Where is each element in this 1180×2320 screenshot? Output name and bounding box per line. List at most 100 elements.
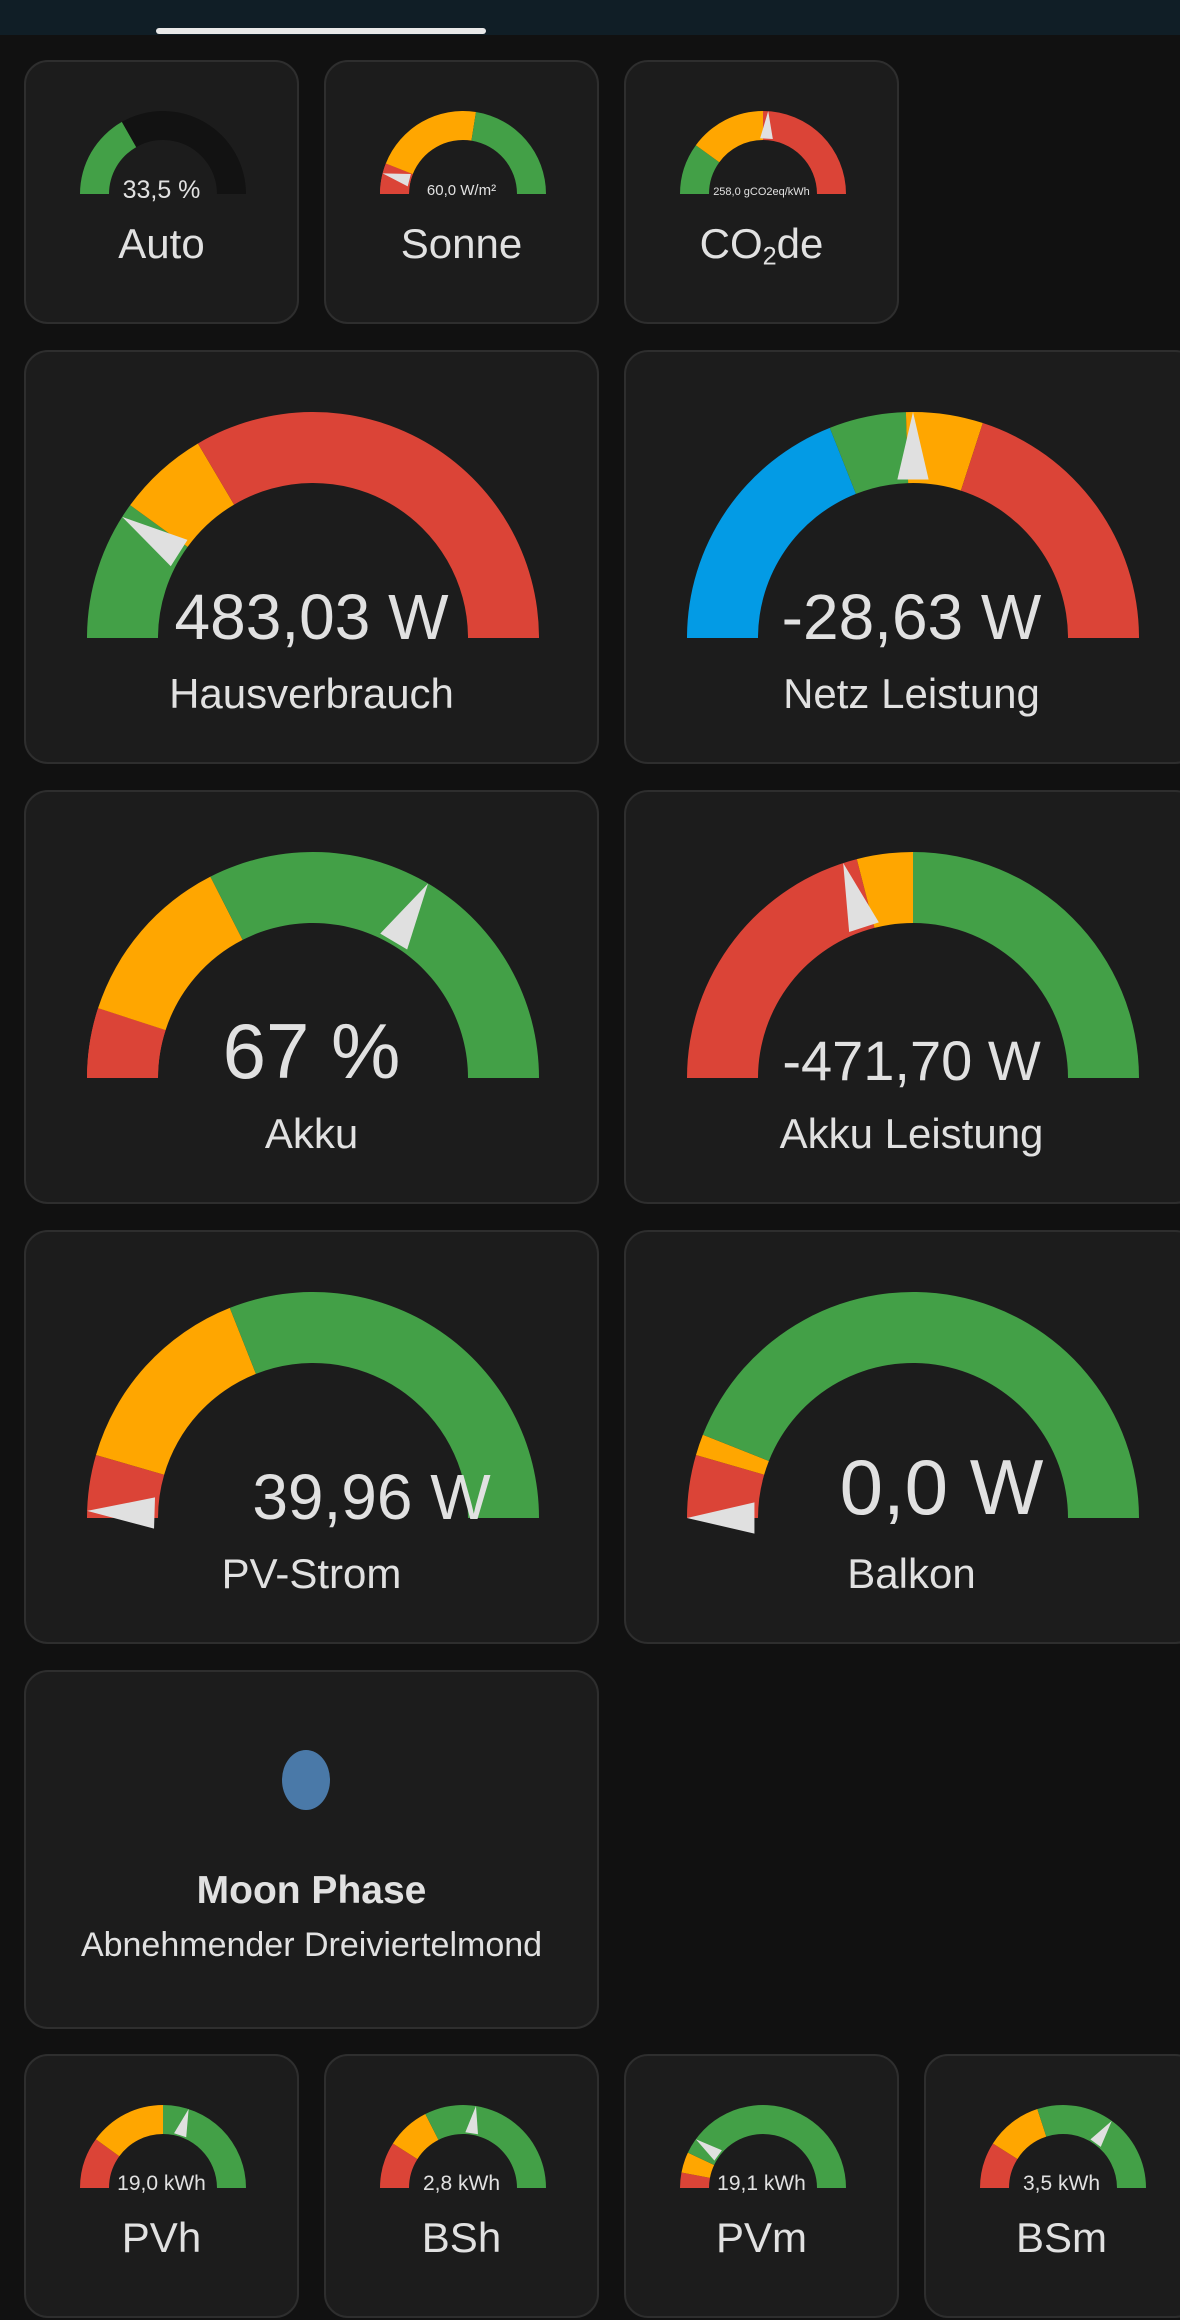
gauge-akku-svg <box>87 852 540 1078</box>
gauge-name: Auto <box>118 220 205 267</box>
gauge-sonne-svg <box>380 111 546 194</box>
gauge-name: CO2de <box>626 220 897 271</box>
gauge-segment <box>680 145 720 194</box>
gauge-pv-strom-svg <box>87 1292 540 1529</box>
name-prefix: CO <box>699 220 763 267</box>
top-app-bar <box>0 0 1180 35</box>
gauge-segment <box>130 443 235 547</box>
gauge-needle <box>760 111 773 140</box>
moon-phase-card[interactable]: Moon Phase Abnehmender Dreiviertelmond <box>24 1670 599 2029</box>
gauge-segment <box>687 859 875 1078</box>
gauge-needle <box>174 2109 189 2138</box>
gauge-name: BSh <box>421 2214 502 2261</box>
gauge-pvm-svg <box>680 2105 846 2188</box>
gauge-segment <box>702 1292 1139 1518</box>
gauge-segment <box>687 427 856 638</box>
gauge-card-co2[interactable]: 258,0 gCO2eq/kWh CO2de <box>624 60 899 324</box>
gauge-segment <box>229 1292 540 1518</box>
gauge-value: -471,70 W <box>782 1029 1041 1092</box>
gauge-needle <box>843 863 879 933</box>
gauge-value: 19,1 kWh <box>717 2172 806 2195</box>
gauge-name: BSm <box>1015 2214 1107 2261</box>
gauge-card-netz-leistung[interactable]: -28,63 W Netz Leistung <box>624 350 1180 764</box>
gauge-segment <box>87 1008 166 1078</box>
moon-icon <box>282 1750 330 1810</box>
gauge-name: Netz Leistung <box>783 670 1040 717</box>
gauge-needle <box>87 1497 156 1529</box>
gauge-card-bsh[interactable]: 2,8 kWh BSh <box>324 2054 599 2318</box>
gauge-segment <box>980 2143 1018 2188</box>
gauge-card-balkon[interactable]: 0,0 W Balkon <box>624 1230 1180 1644</box>
gauge-needle <box>122 516 188 567</box>
gauge-co2-svg <box>680 111 846 194</box>
gauge-segment <box>913 852 1139 1078</box>
gauge-needle <box>687 1502 755 1534</box>
active-tab-indicator <box>156 28 486 34</box>
gauge-segment <box>80 2139 120 2188</box>
gauge-segment <box>121 111 246 194</box>
gauge-card-akku[interactable]: 67 % Akku <box>24 790 599 1204</box>
gauge-value: 67 % <box>222 1007 401 1095</box>
gauge-card-hausverbrauch[interactable]: 483,03 W Hausverbrauch <box>24 350 599 764</box>
gauge-segment <box>687 2105 846 2188</box>
gauge-segment <box>992 2109 1047 2160</box>
gauge-card-auto[interactable]: 33,5 % Auto <box>24 60 299 324</box>
gauge-value: 258,0 gCO2eq/kWh <box>713 186 810 198</box>
gauge-segment <box>681 2152 715 2178</box>
gauge-value: 33,5 % <box>122 176 201 204</box>
gauge-needle <box>380 883 429 950</box>
gauge-segment <box>687 1454 765 1518</box>
moon-title: Moon Phase <box>196 1869 427 1912</box>
gauge-name: Sonne <box>400 220 523 267</box>
gauge-value: 39,96 W <box>252 1461 491 1533</box>
gauge-segment <box>380 2143 418 2188</box>
gauge-value: 60,0 W/m² <box>426 182 497 199</box>
gauge-name: Hausverbrauch <box>169 670 454 717</box>
gauge-netz-svg <box>687 412 1139 638</box>
gauge-segment <box>763 111 846 194</box>
gauge-akku-leistung-svg <box>687 852 1139 1078</box>
gauge-name: PVh <box>121 2214 202 2261</box>
name-suffix: de <box>776 220 824 267</box>
gauge-segment <box>385 111 476 175</box>
gauge-name: PV-Strom <box>221 1550 402 1597</box>
gauge-segment <box>960 423 1139 638</box>
gauge-segment <box>197 412 539 638</box>
gauge-segment <box>471 112 546 194</box>
gauge-value: 3,5 kWh <box>1022 2172 1101 2195</box>
gauge-segment <box>80 121 137 194</box>
name-subscript: 2 <box>762 242 777 271</box>
gauge-value: 483,03 W <box>174 581 449 653</box>
gauge-balkon-svg <box>687 1292 1139 1534</box>
gauge-segment <box>695 1434 769 1475</box>
gauge-segment <box>856 852 913 928</box>
gauge-segment <box>210 852 540 1078</box>
gauge-name: PVm <box>715 2214 807 2261</box>
gauge-card-akku-leistung[interactable]: -471,70 W Akku Leistung <box>624 790 1180 1204</box>
gauge-value: -28,63 W <box>781 581 1042 653</box>
gauge-segment <box>425 2105 546 2188</box>
gauge-needle <box>1090 2120 1112 2147</box>
gauge-name: Akku <box>264 1110 359 1157</box>
gauge-name: Akku Leistung <box>779 1110 1044 1157</box>
gauge-segment <box>98 876 243 1031</box>
gauge-card-pv-strom[interactable]: 39,96 W PV-Strom <box>24 1230 599 1644</box>
gauge-card-pvh[interactable]: 19,0 kWh PVh <box>24 2054 299 2318</box>
gauge-name: Balkon <box>847 1550 976 1597</box>
moon-state: Abnehmender Dreiviertelmond <box>80 1926 543 1964</box>
gauge-bsm-svg <box>980 2105 1146 2188</box>
gauge-segment <box>95 1307 256 1475</box>
gauge-segment <box>1037 2105 1146 2188</box>
gauge-value: 0,0 W <box>839 1443 1044 1531</box>
gauge-card-sonne[interactable]: 60,0 W/m² Sonne <box>324 60 599 324</box>
gauge-bsh-svg <box>380 2105 546 2188</box>
gauge-needle <box>465 2106 478 2135</box>
gauge-card-bsm[interactable]: 3,5 kWh BSm <box>924 2054 1180 2318</box>
gauge-needle <box>382 173 411 187</box>
gauge-value: 2,8 kWh <box>422 2172 501 2195</box>
gauge-pvh-svg <box>80 2105 246 2188</box>
gauge-card-pvm[interactable]: 19,1 kWh PVm <box>624 2054 899 2318</box>
gauge-segment <box>829 412 909 494</box>
gauge-hausverbrauch-svg <box>87 412 539 638</box>
gauge-needle <box>695 2139 722 2161</box>
